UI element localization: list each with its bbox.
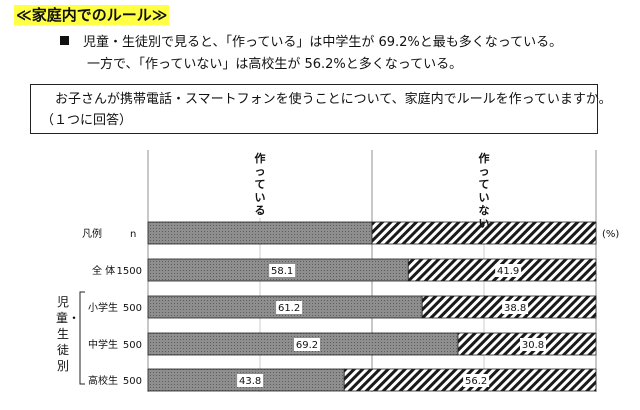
- legend-char: い: [255, 191, 266, 204]
- value-label-not-made: 30.8: [522, 340, 544, 351]
- legend-char: る: [255, 204, 266, 217]
- group-label: 児童・生徒別: [56, 295, 81, 373]
- value-label-not-made: 56.2: [465, 376, 487, 387]
- group-bracket: [79, 291, 85, 385]
- legend-bar-not-made: [371, 221, 597, 245]
- unit-label: (%): [602, 229, 619, 240]
- legend-char: っ: [479, 165, 490, 178]
- value-box: [276, 301, 303, 314]
- legend-row-label: 凡例: [82, 227, 102, 240]
- value-box: [463, 374, 490, 387]
- value-label-not-made: 41.9: [497, 266, 519, 277]
- value-label-made: 69.2: [296, 340, 318, 351]
- category-label: 全 体: [92, 264, 115, 277]
- section-heading: ≪家庭内でのルール≫: [14, 5, 170, 25]
- legend-bar-made: [147, 221, 373, 245]
- legend-char: 作: [255, 151, 266, 165]
- legend-char: い: [479, 217, 490, 230]
- category-label: 中学生: [88, 338, 118, 351]
- legend-char: っ: [255, 165, 266, 178]
- legend-label-2: 作っていない: [479, 151, 490, 230]
- n-label: 1500: [117, 266, 142, 277]
- legend-row-n: n: [130, 229, 136, 240]
- category-label: 小学生: [88, 301, 118, 314]
- n-label: 500: [123, 303, 142, 314]
- legend-label-1: 作っている: [255, 151, 266, 217]
- value-box: [502, 301, 529, 314]
- summary-bullet-2: 一方で、「作っていない」は高校生が 56.2%と多くなっている。: [87, 57, 463, 72]
- legend-char: な: [479, 204, 490, 217]
- n-label: 500: [123, 340, 142, 351]
- value-label-made: 61.2: [278, 303, 300, 314]
- value-box: [294, 338, 321, 351]
- legend-char: 作: [479, 151, 490, 165]
- question-box: お子さんが携帯電話・スマートフォンを使うことについて、家庭内でルールを作っていま…: [30, 84, 612, 134]
- value-box: [237, 374, 264, 387]
- value-box: [495, 264, 522, 277]
- value-label-made: 43.8: [239, 376, 261, 387]
- value-label-made: 58.1: [271, 266, 293, 277]
- value-label-not-made: 38.8: [504, 303, 526, 314]
- question-note: （１つに回答）: [41, 113, 133, 128]
- legend-char: い: [479, 191, 490, 204]
- square-bullet-icon: [60, 36, 69, 45]
- summary-bullet-1: 児童・生徒別で見ると、「作っている」は中学生が 69.2%と最も多くなっている。: [60, 34, 562, 52]
- legend-char: て: [479, 178, 490, 191]
- legend-char: て: [255, 178, 266, 191]
- value-box: [520, 338, 547, 351]
- n-label: 500: [123, 376, 142, 387]
- value-box: [269, 264, 296, 277]
- summary-text-1: 児童・生徒別で見ると、「作っている」は中学生が 69.2%と最も多くなっている。: [83, 35, 563, 50]
- category-label: 高校生: [88, 374, 118, 387]
- question-text: お子さんが携帯電話・スマートフォンを使うことについて、家庭内でルールを作っていま…: [55, 92, 612, 107]
